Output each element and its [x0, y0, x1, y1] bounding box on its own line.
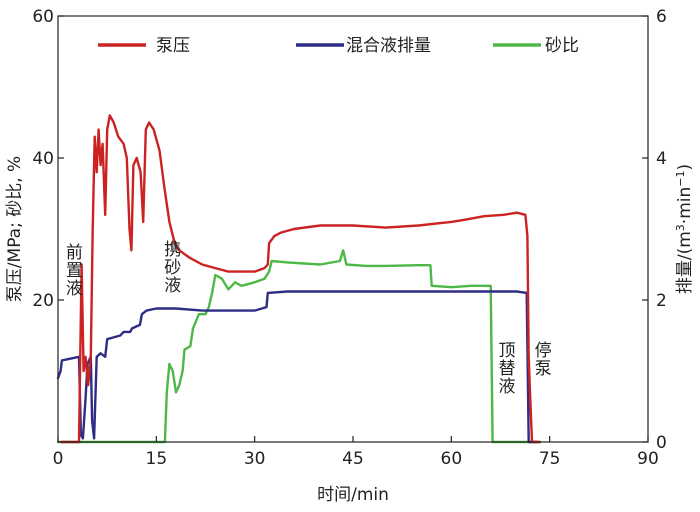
y-right-tick-label-0: 0	[656, 433, 667, 453]
x-tick-label-2: 30	[244, 449, 266, 469]
ticks: 0 15 30 45 60 75 90 20 40 60 0 2 4 6	[32, 7, 666, 469]
legend-label-2: 砂比	[545, 36, 579, 56]
y-left-tick-label-1: 40	[32, 149, 54, 169]
y-right-title-main: 排量/(m	[675, 231, 695, 294]
legend-label-0: 泵压	[156, 36, 190, 56]
y-right-title-end: )	[675, 164, 695, 171]
x-tick-label-5: 75	[539, 449, 561, 469]
series-line-2	[56, 249, 541, 444]
annotation-0: 前置液	[66, 243, 83, 299]
y-right-tick-label-2: 4	[656, 149, 667, 169]
series-layer	[56, 114, 541, 444]
legend: 泵压 混合液排量 砂比	[98, 36, 579, 56]
y-left-tick-label-0: 20	[32, 291, 54, 311]
y-right-title-sup-3: 3	[674, 224, 687, 231]
annotation-2: 顶替液	[499, 341, 516, 397]
legend-label-1: 混合液排量	[346, 36, 431, 56]
y-right-axis-title: 排量/(m3·min−1)	[674, 164, 696, 294]
x-tick-label-0: 0	[53, 449, 64, 469]
x-tick-label-3: 45	[342, 449, 364, 469]
annotation-3: 停泵	[535, 341, 552, 379]
series-line-1	[56, 290, 538, 444]
y-right-title-mid: ·min	[675, 187, 695, 224]
annotation-1: 携砂液	[164, 240, 181, 296]
y-right-tick-label-1: 2	[656, 291, 667, 311]
plot-frame	[57, 15, 649, 443]
y-right-tick-label-3: 6	[656, 7, 667, 27]
x-tick-label-1: 15	[146, 449, 168, 469]
x-axis-title: 时间/min	[317, 485, 389, 505]
y-right-title-sup-m1: −1	[674, 171, 687, 187]
axes	[57, 15, 649, 443]
y-left-tick-label-2: 60	[32, 7, 54, 27]
x-tick-label-6: 90	[637, 449, 659, 469]
x-tick-label-4: 60	[441, 449, 463, 469]
y-left-axis-title: 泵压/MPa; 砂比, %	[5, 156, 25, 302]
series-line-0	[60, 114, 541, 444]
